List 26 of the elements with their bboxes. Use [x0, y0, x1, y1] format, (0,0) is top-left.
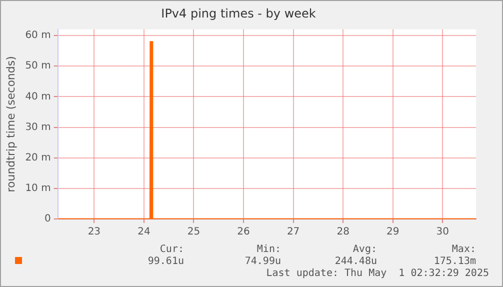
y-tick-label: 30 m: [25, 122, 51, 133]
x-tick-label: 24: [138, 226, 150, 238]
x-tick-label: 23: [88, 226, 101, 238]
x-tick-label: 25: [187, 226, 200, 238]
x-tick-label: 28: [336, 226, 350, 238]
y-tick-label: 60 m: [25, 30, 51, 42]
y-tick-label: 50 m: [25, 60, 51, 72]
x-tick-label: 29: [386, 226, 400, 238]
chart-title: IPv4 ping times - by week: [161, 6, 316, 20]
text: 99.61u: [148, 256, 184, 267]
y-tick-label: 10 m: [25, 183, 51, 194]
y-tick-label: 40 m: [25, 91, 51, 102]
y-tick-label: 20 m: [25, 152, 51, 164]
text: Avg:: [352, 244, 377, 255]
y-tick-label: 0: [44, 214, 51, 225]
x-tick-label: 30: [436, 226, 450, 238]
text: 244.48u: [334, 256, 377, 267]
text: Cur:: [160, 244, 184, 255]
text: 74.99u: [244, 256, 281, 267]
text: Min:: [256, 244, 281, 255]
x-tick-label: 26: [237, 226, 250, 238]
text: 175.13m: [434, 256, 476, 267]
text: Last update: Thu May 1 02:32:29 2025: [266, 268, 489, 279]
y-axis-title: roundtrip time (seconds): [4, 56, 18, 192]
x-tick-label: 27: [286, 226, 300, 238]
text: Max:: [452, 244, 476, 255]
